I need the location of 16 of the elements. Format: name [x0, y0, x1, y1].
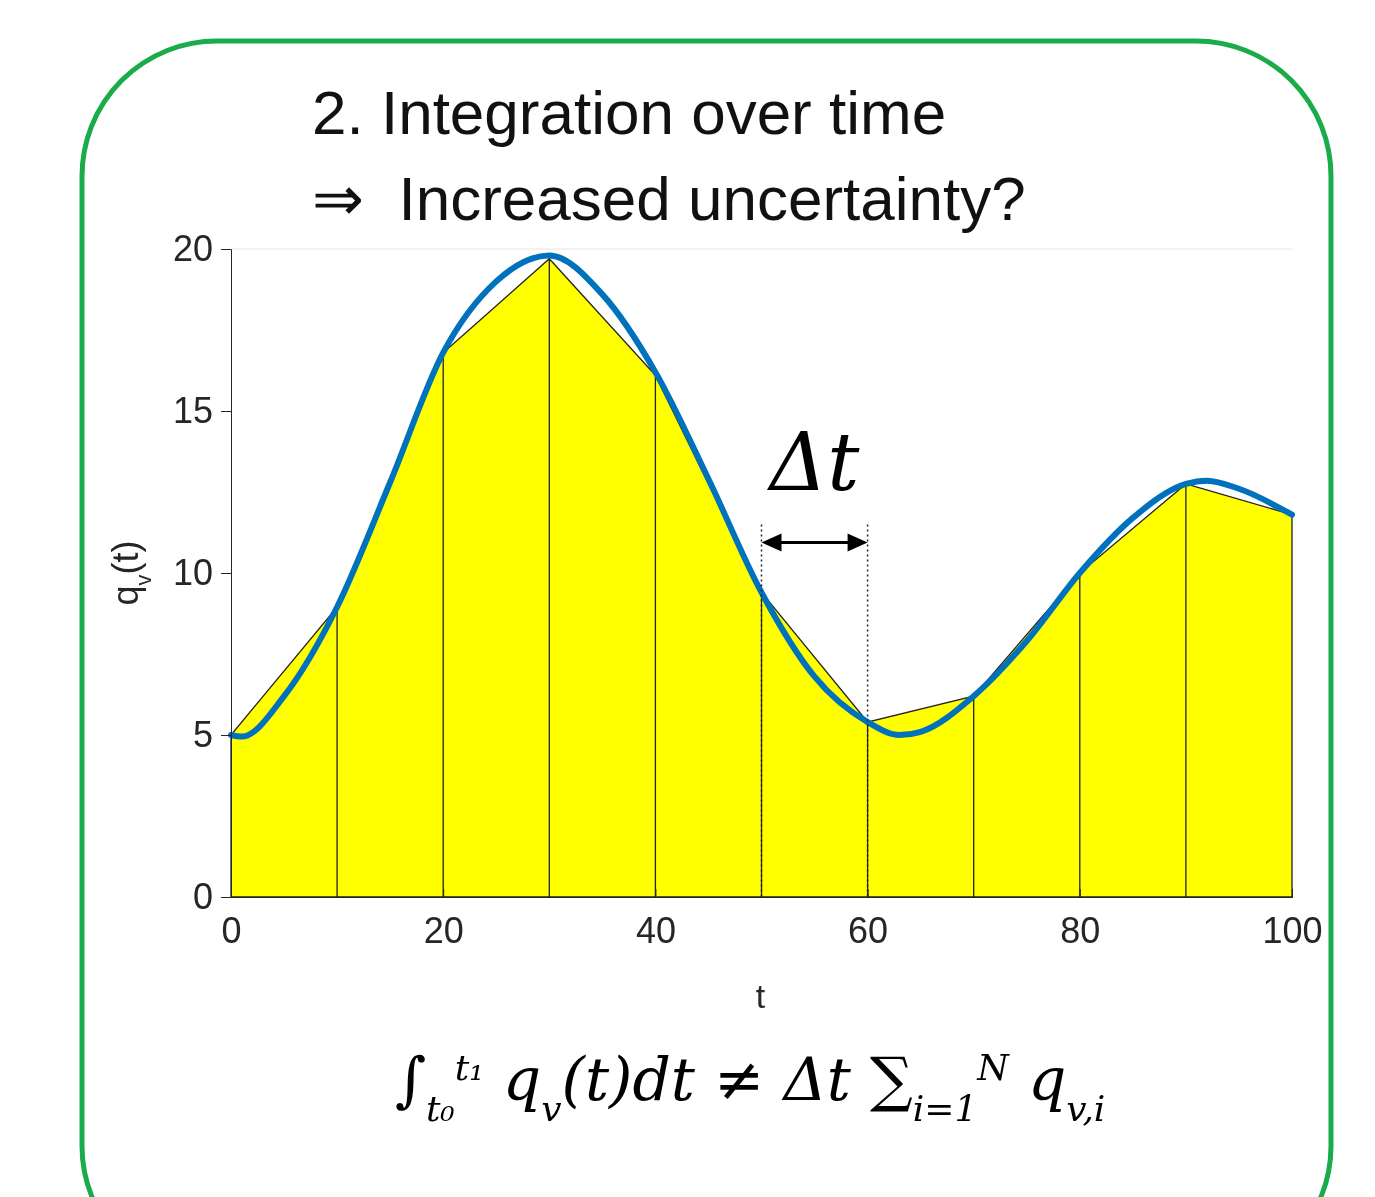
text: ∫$_{t₀}$$^{t₁}$ q$_{v}$(t)dt ≠ Δt ∑$_{i=1}$$^{N}$ q$_{v,i}$	[394, 1044, 1106, 1129]
x-tick-label: 80	[1060, 910, 1101, 952]
y-tick-label: 15	[172, 390, 213, 432]
y-tick-label: 10	[172, 552, 213, 594]
x-axis-title: t	[755, 977, 766, 1015]
chart-subtitle: ⇒ Increased uncertainty?	[312, 164, 1026, 233]
x-tick-label: 0	[221, 910, 242, 952]
y-tick-label: 20	[172, 228, 213, 270]
x-tick-label: 20	[423, 910, 464, 952]
x-tick-label: 100	[1262, 910, 1323, 952]
y-tick-label: 0	[192, 876, 213, 918]
y-tick-label: 5	[192, 714, 213, 756]
chart-title: 2. Integration over time	[312, 78, 947, 147]
x-tick-label: 60	[848, 910, 889, 952]
x-tick-label: 40	[635, 910, 676, 952]
annotation: Δt	[766, 416, 861, 510]
